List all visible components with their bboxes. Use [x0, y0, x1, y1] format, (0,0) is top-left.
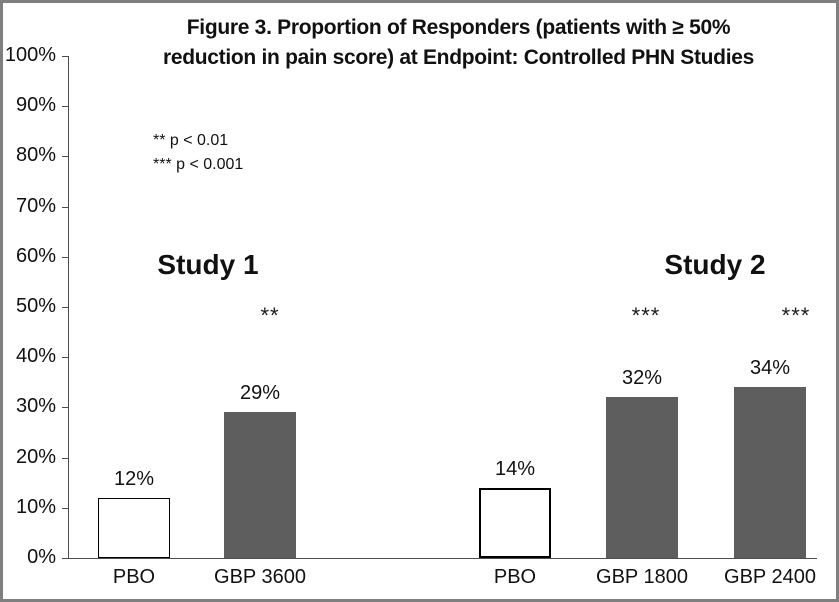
y-tick-label: 50%: [15, 295, 56, 317]
y-tick-mark: [62, 407, 68, 409]
y-tick-mark: [62, 457, 68, 459]
bar-gbp-2400-4: [734, 387, 806, 558]
y-tick-label: 0%: [27, 546, 56, 568]
category-label-pbo-2: PBO: [493, 566, 537, 588]
value-label-pbo-2: 14%: [494, 457, 536, 480]
y-tick-mark: [62, 357, 68, 359]
category-label-gbp-2400-4: GBP 2400: [724, 566, 816, 588]
x-axis-line: [68, 558, 817, 559]
y-tick-mark: [62, 206, 68, 208]
chart-title: Figure 3. Proportion of Responders (pati…: [100, 13, 817, 73]
bar-pbo-0: [98, 497, 170, 558]
y-tick-label: 40%: [15, 345, 56, 368]
value-label-gbp-3600-1: 29%: [239, 382, 281, 405]
y-tick-mark: [62, 56, 68, 57]
significance-marker-gbp-3600-1: **: [260, 303, 280, 328]
significance-marker-gbp-1800-3: ***: [631, 303, 661, 328]
chart-title-line2: reduction in pain score) at Endpoint: Co…: [162, 46, 755, 69]
y-tick-label: 60%: [15, 244, 56, 267]
study-2-label: Study 2: [664, 249, 766, 280]
y-tick-label: 30%: [15, 395, 56, 418]
y-tick-label: 100%: [4, 44, 56, 66]
category-label-pbo-0: PBO: [112, 566, 156, 588]
chart-title-line1: Figure 3. Proportion of Responders (pati…: [186, 16, 731, 39]
y-tick-mark: [62, 106, 68, 108]
value-label-gbp-2400-4: 34%: [749, 357, 791, 380]
y-tick-label: 10%: [15, 495, 56, 518]
value-label-gbp-1800-3: 32%: [621, 367, 663, 390]
study-1-label: Study 1: [157, 249, 259, 280]
value-label-pbo-0: 12%: [113, 467, 155, 490]
category-label-gbp-3600-1: GBP 3600: [214, 566, 306, 588]
bar-pbo-2: [479, 487, 551, 558]
y-axis-line: [68, 56, 69, 558]
y-tick-mark: [62, 307, 68, 308]
significance-legend: ** p < 0.01 *** p < 0.001: [153, 129, 243, 177]
bar-gbp-1800-3: [606, 397, 678, 558]
legend-note-p-01: ** p < 0.01: [153, 132, 229, 149]
y-tick-label: 20%: [15, 445, 56, 468]
y-tick-label: 70%: [15, 194, 56, 217]
legend-note-p-001: *** p < 0.001: [153, 156, 244, 173]
category-label-gbp-1800-3: GBP 1800: [596, 566, 688, 588]
y-tick-mark: [62, 256, 68, 258]
y-tick-mark: [62, 156, 68, 158]
y-tick-mark: [62, 507, 68, 509]
significance-marker-gbp-2400-4: ***: [781, 303, 811, 328]
y-tick-label: 80%: [15, 144, 56, 167]
y-tick-label: 90%: [15, 94, 56, 117]
bar-gbp-3600-1: [224, 412, 296, 558]
y-tick-mark: [62, 558, 68, 559]
